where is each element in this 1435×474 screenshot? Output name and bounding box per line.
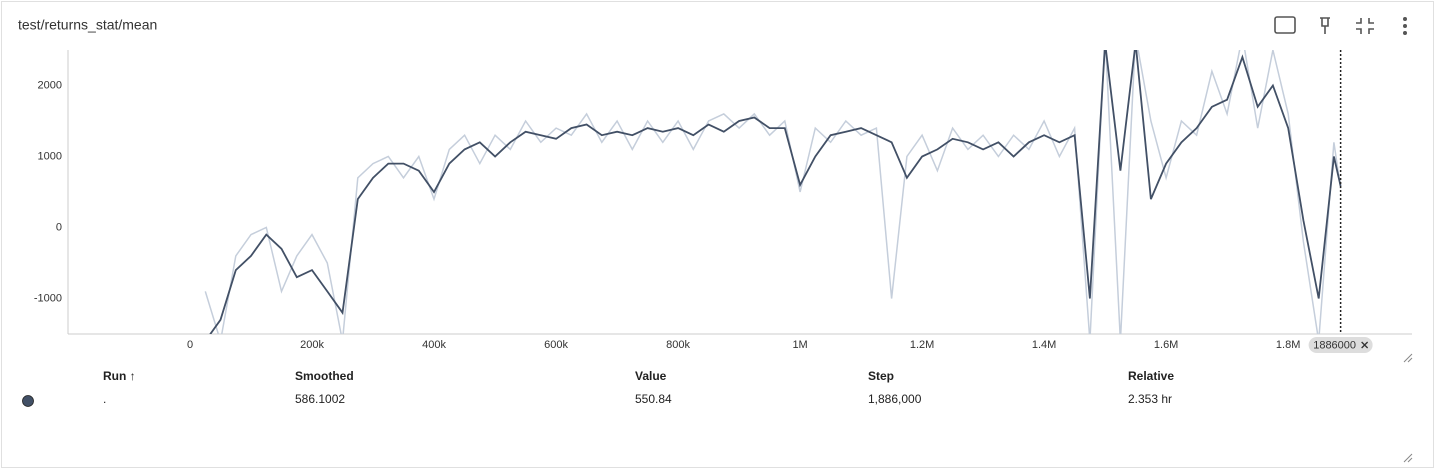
cursor-chip (1308, 337, 1373, 353)
cursor-close (1361, 341, 1369, 349)
x-tick-label: 0 (187, 339, 193, 351)
data-table: Run ↑ Smoothed Value Step Relative. 586.1002 5… (103, 369, 1174, 406)
y-tick-label: 1000 (38, 150, 62, 162)
table-cell: 550.84 (635, 392, 672, 406)
fit-button[interactable] (1274, 16, 1296, 34)
x-tick-label: 1.2M (910, 339, 934, 351)
x-tick-label: 1.8M (1276, 339, 1300, 351)
table-cell: . (103, 392, 106, 406)
table-cell: 1,886,000 (868, 392, 922, 406)
column-header: Relative (1128, 369, 1174, 383)
x-tick-label: 400k (422, 339, 446, 351)
collapse-button[interactable] (1356, 18, 1374, 34)
cursor-chip-label: 1886000 (1313, 339, 1356, 351)
run-color (22, 395, 34, 407)
column-header: Run ↑ (103, 369, 136, 383)
tick-labels: -1000 0 1000 2000 0 200k 400k 600k 800k 1M 1.2M 1.4… (34, 79, 1301, 351)
pin-button[interactable] (1320, 17, 1330, 34)
resize-handle (1403, 353, 1413, 463)
y-tick-label: 0 (56, 221, 62, 233)
series-line (209, 50, 1342, 334)
table-cell: 586.1002 (295, 392, 345, 406)
cursor: 1886000 (1308, 50, 1373, 353)
column-header: Step (868, 369, 894, 383)
chart-title: test/returns_stat/mean (18, 17, 157, 33)
plot-lines (204, 50, 1342, 334)
x-tick-label: 1M (792, 339, 807, 351)
y-tick-label: 2000 (38, 79, 62, 91)
table-cell: 2.353 hr (1128, 392, 1172, 406)
toolbar (1274, 16, 1374, 34)
column-header: Value (635, 369, 667, 383)
x-tick-label: 800k (666, 339, 690, 351)
x-tick-label: 1.4M (1032, 339, 1056, 351)
x-tick-label: 600k (544, 339, 568, 351)
menu-button[interactable] (1403, 17, 1407, 35)
column-header: Smoothed (295, 369, 354, 383)
y-tick-label: -1000 (34, 292, 62, 304)
x-tick-label: 200k (300, 339, 324, 351)
x-tick-label: 1.6M (1154, 339, 1178, 351)
